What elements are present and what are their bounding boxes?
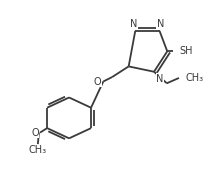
Text: CH₃: CH₃ [29,145,47,155]
Text: N: N [131,19,138,29]
Text: N: N [157,19,164,29]
Text: O: O [31,128,39,138]
Text: O: O [93,76,101,86]
Text: N: N [156,74,164,84]
Text: SH: SH [179,46,193,56]
Text: CH₃: CH₃ [186,73,204,83]
